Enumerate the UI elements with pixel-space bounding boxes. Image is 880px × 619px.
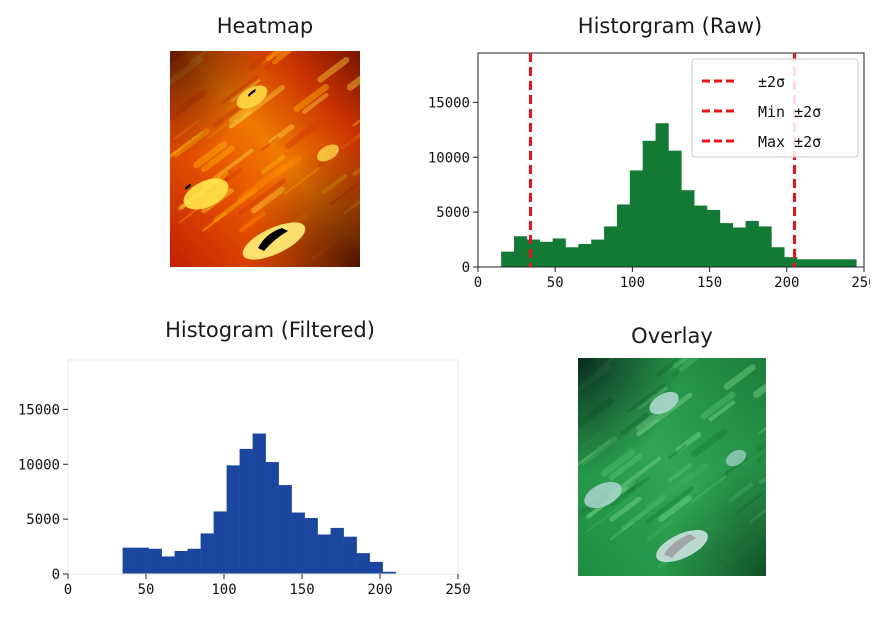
histogram-bar: [317, 534, 331, 574]
y-tick-label: 0: [52, 567, 60, 583]
y-tick-label: 15000: [428, 95, 470, 111]
histogram-bar: [161, 556, 175, 574]
x-tick-label: 200: [367, 582, 392, 598]
axes-frame: [477, 52, 865, 268]
histogram-bar: [291, 512, 305, 574]
histogram-bar: [758, 226, 772, 267]
histogram-bar: [174, 550, 188, 574]
histogram-bar: [539, 241, 553, 267]
histogram-bar: [745, 220, 759, 267]
x-tick-label: 150: [289, 582, 314, 598]
y-tick-label: 15000: [18, 402, 60, 418]
y-tick-label: 10000: [428, 150, 470, 166]
legend-label: ±2σ: [758, 73, 785, 91]
y-tick-label: 5000: [26, 512, 60, 528]
histogram-bar: [719, 223, 734, 267]
x-tick-label: 0: [474, 275, 482, 291]
histogram-bar: [668, 150, 682, 267]
histogram-bar: [565, 247, 579, 267]
histogram-bar: [822, 259, 836, 267]
x-tick-label: 150: [697, 275, 722, 291]
axes-frame: [67, 359, 459, 575]
heatmap-image: [151, 20, 427, 267]
x-tick-label: 50: [138, 582, 155, 598]
histogram-bar: [265, 462, 279, 574]
histogram-bar: [616, 204, 631, 267]
legend-label: Min ±2σ: [758, 103, 821, 121]
histogram-bar: [604, 226, 618, 267]
histogram-bar: [122, 547, 136, 574]
histogram-bar: [330, 527, 344, 574]
histogram-bar: [694, 205, 708, 267]
histogram-bar: [591, 239, 605, 267]
histogram-bar: [629, 170, 643, 267]
histogram-bar: [681, 190, 695, 267]
histogram-bar: [304, 518, 318, 574]
x-tick-label: 100: [620, 275, 645, 291]
x-tick-label: 50: [547, 275, 564, 291]
histogram-bar: [187, 548, 201, 574]
heatmap-dark-blob: [258, 228, 288, 251]
histogram-bar: [526, 239, 541, 267]
histogram-bar: [732, 227, 746, 267]
histogram-bar: [278, 485, 292, 574]
y-tick-label: 10000: [18, 457, 60, 473]
histogram-bar: [382, 571, 396, 574]
histogram-bar: [835, 259, 849, 267]
histogram-bar: [226, 465, 240, 574]
histogram-bar: [552, 238, 566, 267]
histogram-bar: [578, 243, 592, 267]
overlay-image: [559, 327, 833, 576]
histogram-bar: [655, 123, 669, 267]
legend-label: Max ±2σ: [758, 133, 821, 151]
histogram-bar: [369, 561, 383, 574]
x-tick-label: 250: [445, 582, 470, 598]
histogram-bar: [784, 257, 798, 267]
histogram-bar: [213, 511, 227, 574]
x-tick-label: 250: [851, 275, 870, 291]
y-tick-label: 5000: [436, 205, 470, 221]
legend-box: [691, 58, 859, 158]
y-tick-label: 0: [462, 260, 470, 276]
raw-histogram-chart: 0 50 100 150 200 250 0 5000 10000 15000 ±2σ Min ±2σ…: [428, 52, 870, 291]
heatmap-title: Heatmap: [216, 14, 314, 38]
x-tick-label: 0: [64, 582, 72, 598]
histogram-bar: [707, 209, 721, 267]
histogram-bar: [514, 236, 528, 267]
x-tick-label: 200: [774, 275, 799, 291]
overlay-title: Overlay: [631, 324, 713, 348]
histogram-bar: [200, 533, 214, 574]
histogram-bar: [771, 247, 785, 267]
histogram-bar: [343, 536, 357, 574]
x-tick-label: 100: [211, 582, 236, 598]
histogram-bar: [848, 259, 857, 267]
histogram-bar: [135, 547, 149, 574]
histogram-bar: [642, 140, 656, 267]
histogram-bar: [252, 433, 266, 574]
histogram-bar: [809, 259, 824, 267]
raw-histogram-title: Historgram (Raw): [577, 14, 763, 38]
histogram-bar: [356, 553, 370, 574]
filtered-histogram-title: Histogram (Filtered): [165, 318, 375, 342]
histogram-bar: [239, 448, 253, 574]
histogram-bar: [797, 259, 811, 267]
filtered-histogram-chart: 0 50 100 150 200 250 0 5000 10000 15000: [18, 359, 471, 598]
histogram-bar: [501, 251, 515, 267]
histogram-bar: [148, 548, 162, 574]
